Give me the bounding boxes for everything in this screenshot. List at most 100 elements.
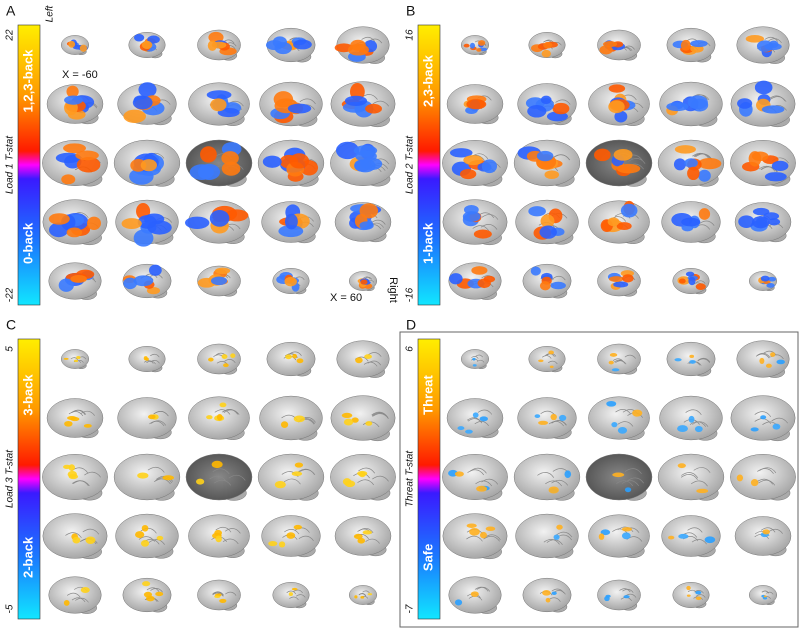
panel-frame (399, 331, 799, 628)
sulcus (66, 592, 81, 598)
activation (548, 350, 554, 355)
activation (687, 95, 708, 110)
sulcus (298, 535, 314, 542)
brain-slice (588, 82, 650, 126)
brain-slice (42, 199, 108, 246)
sulcus (768, 38, 782, 44)
panel-label: A (6, 3, 16, 19)
sulcus (545, 480, 563, 487)
brain-slice (672, 268, 710, 295)
brain-slice (442, 199, 508, 246)
sulcus (228, 474, 246, 481)
cortex (259, 395, 323, 441)
activation (293, 415, 306, 423)
sulcus (681, 472, 699, 478)
activation (668, 535, 675, 540)
panel: C 5 -5 Load 3 T-stat 3-back 2-back (5, 317, 396, 620)
brain-slice (188, 82, 250, 126)
brain-slice (730, 454, 796, 501)
brain-slice (272, 268, 310, 295)
activation (140, 159, 157, 172)
activation (454, 599, 463, 606)
activation (766, 283, 775, 288)
sulcus (289, 351, 302, 356)
activation (479, 416, 488, 422)
colorbar-upper: 3-back (20, 374, 35, 416)
panel-label: B (406, 3, 415, 19)
brain-slice (442, 513, 508, 560)
activation (64, 420, 73, 427)
activation (206, 415, 213, 420)
cortex (661, 515, 721, 557)
activation (528, 206, 546, 217)
cortex (115, 513, 179, 559)
sulcus (761, 590, 770, 594)
activation (762, 596, 768, 600)
activation (344, 95, 368, 107)
colorbar-max: 6 (405, 346, 416, 352)
activation (48, 213, 70, 225)
activation (538, 420, 549, 425)
activation (553, 534, 560, 540)
activation (556, 524, 563, 530)
sulcus (225, 591, 237, 596)
brain-slice (513, 453, 581, 501)
cortex (657, 453, 725, 501)
brain-slice (334, 26, 390, 64)
activation (549, 365, 554, 369)
cortex (185, 139, 253, 187)
sulcus (71, 597, 86, 603)
sulcus (616, 480, 634, 487)
activation (64, 95, 83, 105)
brain-slice (330, 454, 396, 501)
sulcus (758, 479, 776, 486)
activation (123, 277, 137, 290)
activation (214, 529, 222, 537)
cortex (117, 397, 177, 439)
activation (678, 278, 686, 284)
activation (469, 42, 476, 49)
activation (365, 421, 373, 426)
activation (357, 537, 366, 544)
activation (751, 151, 769, 162)
sulcus (212, 591, 224, 596)
activation (293, 524, 303, 530)
activation (147, 35, 160, 44)
brain-slice (272, 582, 310, 609)
brain-slice (749, 271, 777, 292)
brain-slice (265, 27, 316, 63)
activation (687, 166, 700, 181)
activation (624, 487, 632, 493)
activation (344, 480, 356, 488)
brain-slice (659, 81, 723, 127)
cortex (185, 453, 253, 501)
sulcus (467, 417, 482, 423)
activation (477, 278, 491, 289)
sulcus (224, 528, 241, 534)
sulcus (212, 592, 224, 597)
activation (772, 423, 781, 430)
colorbar-lower: 0-back (20, 222, 35, 264)
activation (73, 359, 79, 363)
activation (291, 471, 303, 477)
sulcus (768, 528, 783, 534)
brain-slice (42, 454, 108, 501)
sulcus (68, 411, 84, 417)
activation (759, 357, 765, 365)
cortex (513, 453, 581, 501)
activation (609, 353, 618, 357)
activation (67, 415, 77, 420)
sulcus (215, 526, 232, 533)
sulcus (551, 420, 567, 426)
brain-slice (448, 576, 502, 614)
brain-slice (522, 577, 572, 613)
cortex (48, 576, 102, 614)
brain-slice (528, 346, 566, 373)
sulcus (75, 597, 89, 603)
activation (162, 475, 175, 481)
cortex (334, 516, 392, 556)
sulcus (623, 45, 635, 50)
activation (471, 266, 488, 275)
activation (559, 414, 567, 422)
brain-slice (585, 453, 653, 501)
